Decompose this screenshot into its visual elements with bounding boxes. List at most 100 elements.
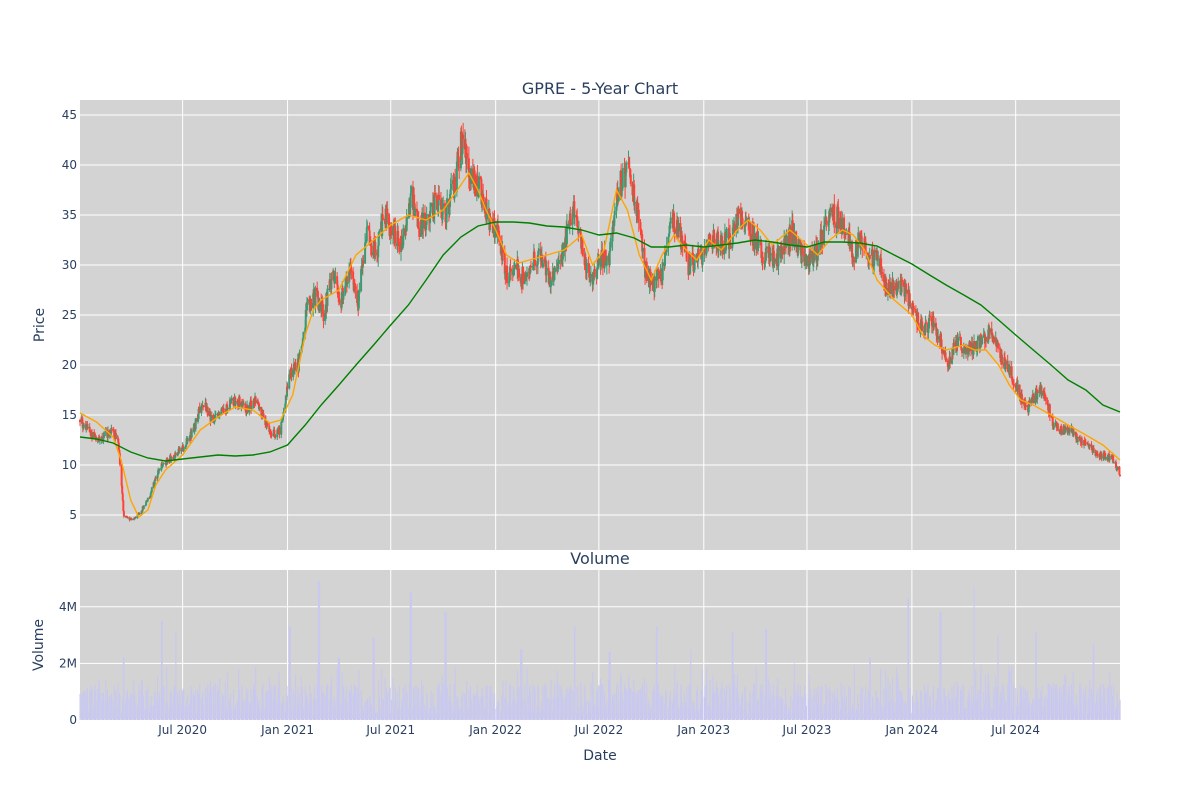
candle-down: [1032, 395, 1035, 404]
volume-bar: [449, 684, 451, 720]
candle-down: [240, 402, 243, 404]
volume-bar: [465, 694, 467, 720]
volume-bar: [1055, 684, 1057, 720]
candle-down: [1074, 431, 1077, 433]
candle-down: [316, 287, 319, 291]
volume-bar: [857, 703, 859, 720]
volume-bar: [933, 686, 935, 720]
volume-bar: [232, 688, 234, 720]
volume-bar: [1016, 692, 1018, 720]
candle-up: [110, 428, 113, 433]
candle-down: [321, 303, 324, 314]
candle-down: [759, 240, 762, 243]
volume-bar: [915, 689, 918, 720]
volume-bar: [119, 696, 121, 720]
volume-bar: [656, 626, 658, 720]
volume-bar: [915, 701, 917, 720]
candle-down: [368, 230, 371, 246]
volume-bar: [221, 701, 223, 720]
volume-bar: [474, 694, 476, 720]
volume-bar: [556, 698, 558, 720]
volume-bar: [89, 691, 91, 720]
volume-bar: [787, 711, 789, 720]
volume-bar: [732, 632, 734, 720]
volume-bar: [277, 696, 279, 720]
candle-down: [169, 455, 172, 462]
candle-down: [447, 198, 450, 215]
volume-bar: [979, 689, 981, 720]
volume-bar: [674, 665, 676, 720]
volume-bar: [133, 680, 135, 720]
volume-bar: [1031, 709, 1033, 720]
volume-bar: [1043, 706, 1045, 720]
volume-bar: [556, 670, 558, 720]
volume-bar: [1079, 685, 1081, 720]
volume-bar: [1064, 674, 1066, 720]
candle-up: [425, 224, 428, 231]
volume-bar: [980, 709, 983, 720]
candle-up: [669, 217, 672, 224]
candle-up: [890, 282, 893, 294]
candle-up: [1088, 444, 1091, 448]
candle-up: [138, 512, 141, 515]
volume-bar: [426, 693, 428, 720]
candle-down: [652, 276, 655, 289]
candle-down: [1003, 357, 1006, 369]
candle-up: [803, 261, 806, 263]
candle-down: [1060, 431, 1063, 435]
volume-bar: [727, 712, 729, 720]
candle-up: [600, 250, 603, 260]
candle-up: [334, 276, 337, 278]
candle-down: [1018, 384, 1021, 399]
volume-bar: [409, 683, 411, 720]
candle-down: [767, 246, 770, 254]
candle-up: [405, 218, 408, 231]
volume-bar: [326, 698, 328, 720]
volume-bar: [831, 699, 833, 720]
candle-up: [448, 207, 451, 215]
volume-bar: [161, 620, 163, 720]
candle-up: [182, 448, 185, 452]
candle-down: [256, 400, 259, 404]
volume-bar: [198, 693, 200, 720]
volume-bar: [696, 696, 698, 720]
volume-bar: [441, 675, 443, 720]
volume-bar: [935, 700, 937, 720]
candle-down: [1090, 444, 1093, 446]
volume-bar: [565, 691, 567, 720]
volume-bar: [813, 688, 815, 720]
volume-bar: [362, 705, 364, 720]
candle-down: [584, 256, 587, 271]
volume-bar: [557, 694, 559, 720]
volume-bar: [512, 700, 514, 720]
volume-bar: [410, 592, 412, 720]
candle-down: [681, 240, 684, 248]
volume-bar: [301, 690, 303, 720]
volume-bar: [350, 691, 352, 720]
candle-down: [739, 208, 742, 228]
volume-bar: [624, 683, 626, 720]
candle-up: [753, 233, 756, 249]
volume-bar: [149, 703, 151, 720]
volume-bar: [121, 711, 123, 720]
volume-bar: [895, 703, 897, 720]
candle-up: [1036, 392, 1039, 400]
candle-down: [783, 238, 786, 244]
volume-bar: [1055, 691, 1057, 720]
candle-down: [174, 452, 177, 455]
candle-down: [917, 312, 920, 330]
volume-bar: [566, 687, 568, 720]
volume-bar: [809, 689, 811, 720]
candle-up: [813, 244, 816, 254]
candle-down: [940, 339, 943, 349]
volume-bar: [189, 706, 191, 720]
candle-up: [765, 246, 768, 248]
volume-bar: [1113, 684, 1115, 720]
candle-up: [769, 253, 772, 262]
candle-down: [1063, 425, 1066, 431]
volume-bar: [570, 688, 572, 720]
volume-bar: [909, 687, 911, 720]
candle-up: [633, 202, 636, 203]
volume-bar: [881, 711, 883, 720]
candle-up: [565, 223, 568, 244]
